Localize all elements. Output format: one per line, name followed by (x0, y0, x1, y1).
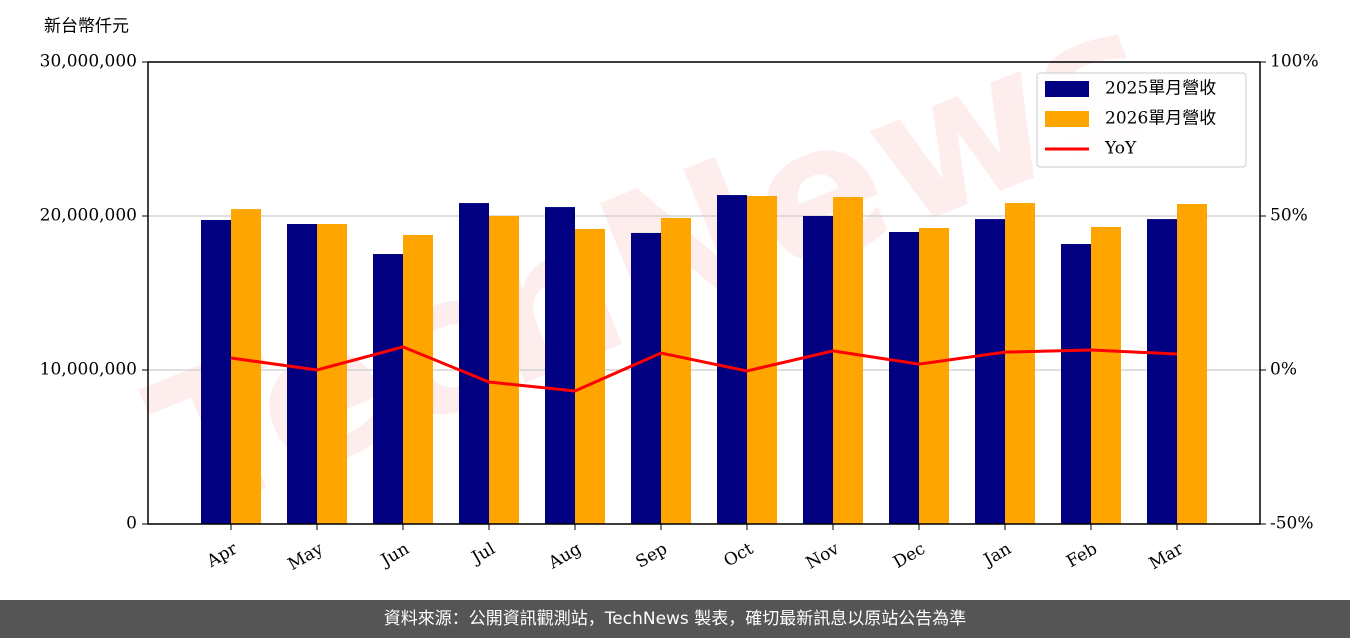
bar (201, 220, 231, 524)
bar (803, 216, 833, 524)
x-tick-label: Nov (803, 539, 843, 574)
plot-frame (147, 61, 1261, 525)
x-tick-label: Dec (890, 539, 929, 573)
bar (661, 218, 691, 524)
y2-tick-label: 50% (1270, 206, 1308, 226)
bar (1177, 203, 1207, 524)
y2-tick-label: 100% (1270, 52, 1319, 72)
bar (717, 195, 747, 524)
legend-box (1036, 72, 1247, 168)
x-tick-label: Aug (544, 539, 585, 574)
y2-tick-label: 0% (1270, 360, 1297, 380)
bar (975, 219, 1005, 524)
legend-label: YoY (1104, 139, 1137, 159)
x-tick-label: May (285, 539, 328, 575)
y2-tick-label: -50% (1270, 514, 1314, 534)
x-tick-label: Jan (979, 539, 1015, 571)
y-axis-title: 新台幣仟元 (44, 17, 129, 37)
footer-bar (0, 600, 1350, 638)
y-tick-label: 0 (126, 514, 137, 534)
bar (1005, 203, 1035, 524)
bar (747, 195, 777, 525)
bar (1091, 226, 1121, 524)
y-tick-label: 10,000,000 (40, 360, 137, 380)
bar (489, 216, 519, 524)
x-tick-label: Feb (1063, 539, 1101, 572)
bar (889, 232, 919, 525)
legend-label: 2026單月營收 (1105, 109, 1216, 129)
bar (545, 207, 575, 524)
bar (373, 254, 403, 524)
x-tick-label: Sep (633, 539, 671, 573)
x-tick-label: Oct (721, 539, 757, 572)
x-tick-label: Mar (1146, 538, 1188, 574)
legend-swatch (1045, 81, 1089, 97)
legend-label: 2025單月營收 (1105, 79, 1216, 99)
y-tick-label: 20,000,000 (40, 206, 137, 226)
bar (459, 203, 489, 524)
y-tick-label: 30,000,000 (40, 52, 137, 72)
bar (575, 228, 605, 524)
bar (631, 232, 661, 524)
bar (1147, 219, 1177, 524)
bar (317, 224, 347, 524)
bar (287, 224, 317, 524)
x-tick-label: Jul (467, 539, 499, 569)
bar (833, 197, 863, 525)
bar (231, 209, 261, 524)
yoy-line (230, 345, 1178, 393)
bar (403, 234, 433, 524)
source-note: 資料來源：公開資訊觀測站，TechNews 製表，確切最新訊息以原站公告為準 (384, 609, 966, 629)
x-tick-label: Jun (376, 539, 413, 572)
bar (1061, 244, 1091, 524)
legend-swatch (1045, 111, 1089, 127)
bar (919, 228, 949, 524)
